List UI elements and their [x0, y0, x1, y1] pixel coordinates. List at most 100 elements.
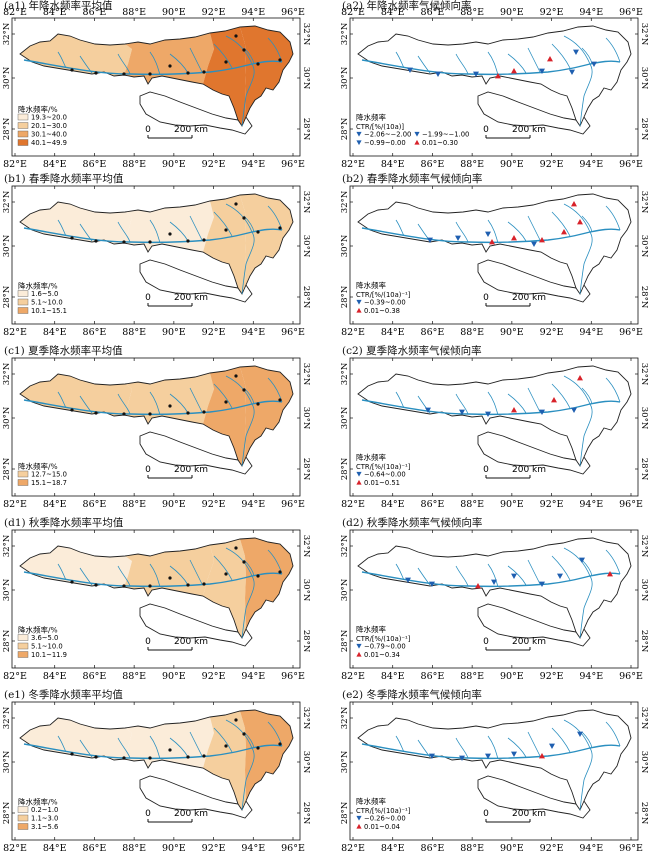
lon-tick-label-bottom: 88°E: [460, 499, 484, 510]
legend-label: −0.64~0.00: [364, 471, 406, 479]
legend-label: 19.3~20.0: [31, 114, 67, 122]
station-dot: [256, 402, 260, 406]
map-panel-e1: 82°E 84°E 86°E 88°E 90°E 92°E 94°E 96°E 32°N 32°N…: [0, 688, 312, 859]
trend-marker: [455, 235, 461, 241]
river-line: [605, 205, 621, 231]
fill-zone: [124, 201, 214, 252]
scale-distance-label: 200 km: [512, 637, 546, 647]
scale-distance-label: 200 km: [512, 465, 546, 475]
lat-tick-label-left: 30°N: [2, 66, 12, 89]
outer-boundary: [477, 603, 591, 647]
lat-tick-label-right: 32°N: [301, 707, 311, 730]
station-dot: [234, 202, 238, 206]
station-dot: [278, 58, 282, 62]
legend-symbol: [414, 139, 420, 145]
lat-tick-label-left: 30°N: [340, 406, 350, 429]
panel-title: (c2) 夏季降水频率气候倾向率: [342, 345, 482, 357]
lat-tick-label-right: 30°N: [301, 67, 311, 90]
lat-tick-label-right: 32°N: [639, 363, 649, 386]
station-dot: [234, 34, 238, 38]
river-line: [361, 743, 621, 760]
basin-boundary: [357, 193, 632, 295]
river-line: [487, 51, 499, 76]
river-line: [57, 735, 67, 753]
scale-zero-label: 0: [483, 465, 489, 475]
trend-marker: [425, 407, 431, 413]
river-line: [395, 735, 405, 753]
lon-tick-label-bottom: 92°E: [202, 671, 226, 682]
river-line: [417, 395, 431, 414]
river-line: [169, 393, 189, 414]
lat-tick-label-left: 30°N: [2, 406, 12, 429]
lat-tick-label-right: 28°N: [301, 118, 311, 141]
legend-title: 降水频率/%: [18, 625, 58, 635]
lon-tick-label-top: 84°E: [43, 7, 67, 18]
scale-distance-label: 200 km: [512, 125, 546, 135]
lat-tick-label-left: 32°N: [340, 706, 350, 729]
fill-zone: [20, 202, 132, 244]
lon-tick-label-top: 94°E: [579, 7, 603, 18]
outer-boundary: [477, 431, 591, 475]
map-svg: 82°E 84°E 86°E 88°E 90°E 92°E 94°E 96°E 32°N 32°N…: [340, 185, 649, 338]
lon-tick-label-bottom: 86°E: [83, 671, 107, 682]
trend-marker: [475, 583, 481, 589]
river-line: [189, 47, 203, 73]
map-svg: 82°E 84°E 86°E 88°E 90°E 92°E 94°E 96°E 32°N 32°N…: [2, 185, 311, 338]
map-svg: 82°E 82°E 84°E 84°E 86°E 86°E 88°E 88°E 90°E 90°E…: [2, 7, 311, 170]
legend-label: 10.1~11.9: [31, 651, 67, 659]
legend-symbol: [356, 823, 362, 829]
lat-tick-label-right: 28°N: [301, 286, 311, 309]
legend-label: 10.1~15.1: [31, 307, 67, 315]
lat-tick-label-left: 28°N: [340, 117, 350, 140]
lon-tick-label-bottom: 94°E: [241, 327, 265, 338]
lon-tick-label-bottom: 92°E: [540, 843, 564, 854]
legend-label: 1.1~3.0: [31, 815, 58, 823]
fill-zone: [124, 33, 214, 84]
trend-marker: [539, 237, 545, 243]
station-dot: [70, 752, 74, 756]
trend-marker: [539, 409, 545, 415]
trend-marker: [607, 571, 613, 577]
lat-tick-label-right: 28°N: [301, 630, 311, 653]
lon-tick-label-bottom: 92°E: [202, 499, 226, 510]
lat-tick-label-right: 30°N: [301, 751, 311, 774]
fill-zone: [20, 546, 132, 588]
station-dot: [278, 226, 282, 230]
basin-boundary: [357, 709, 632, 811]
lon-tick-label-top: 92°E: [540, 7, 564, 18]
legend-swatch: [17, 298, 29, 306]
lon-tick-label-bottom: 90°E: [500, 843, 524, 854]
fill-zone: [124, 545, 214, 596]
river-line: [563, 35, 591, 65]
river-line: [213, 727, 233, 753]
trend-marker: [573, 49, 579, 55]
legend-swatch: [17, 642, 29, 650]
station-dot: [202, 238, 206, 242]
scale-distance-label: 200 km: [174, 809, 208, 819]
trend-marker: [485, 231, 491, 237]
station-dot: [278, 398, 282, 402]
lat-tick-label-right: 32°N: [301, 23, 311, 46]
scale-zero-label: 0: [145, 293, 151, 303]
legend-symbol: [356, 299, 362, 305]
trend-marker: [531, 241, 537, 247]
lon-tick-label-bottom: 88°E: [460, 159, 484, 170]
lon-tick-label-bottom: 92°E: [540, 671, 564, 682]
scale-zero-label: 0: [145, 125, 151, 135]
outer-boundary: [139, 91, 253, 135]
lon-tick-label-bottom: 94°E: [241, 499, 265, 510]
river-line: [487, 735, 499, 760]
legend-symbol: [356, 815, 362, 821]
scale-zero-label: 0: [483, 125, 489, 135]
station-dot: [70, 408, 74, 412]
legend-label: 3.6~5.0: [31, 634, 58, 642]
lon-tick-label-bottom: 86°E: [83, 327, 107, 338]
lon-tick-label-bottom: 92°E: [202, 843, 226, 854]
lat-tick-label-left: 32°N: [2, 22, 12, 45]
river-line: [551, 211, 571, 237]
river-line: [213, 211, 233, 237]
station-dot: [122, 240, 126, 244]
trend-marker: [579, 557, 585, 563]
lon-tick-label-bottom: 92°E: [540, 159, 564, 170]
river-line: [487, 391, 499, 416]
